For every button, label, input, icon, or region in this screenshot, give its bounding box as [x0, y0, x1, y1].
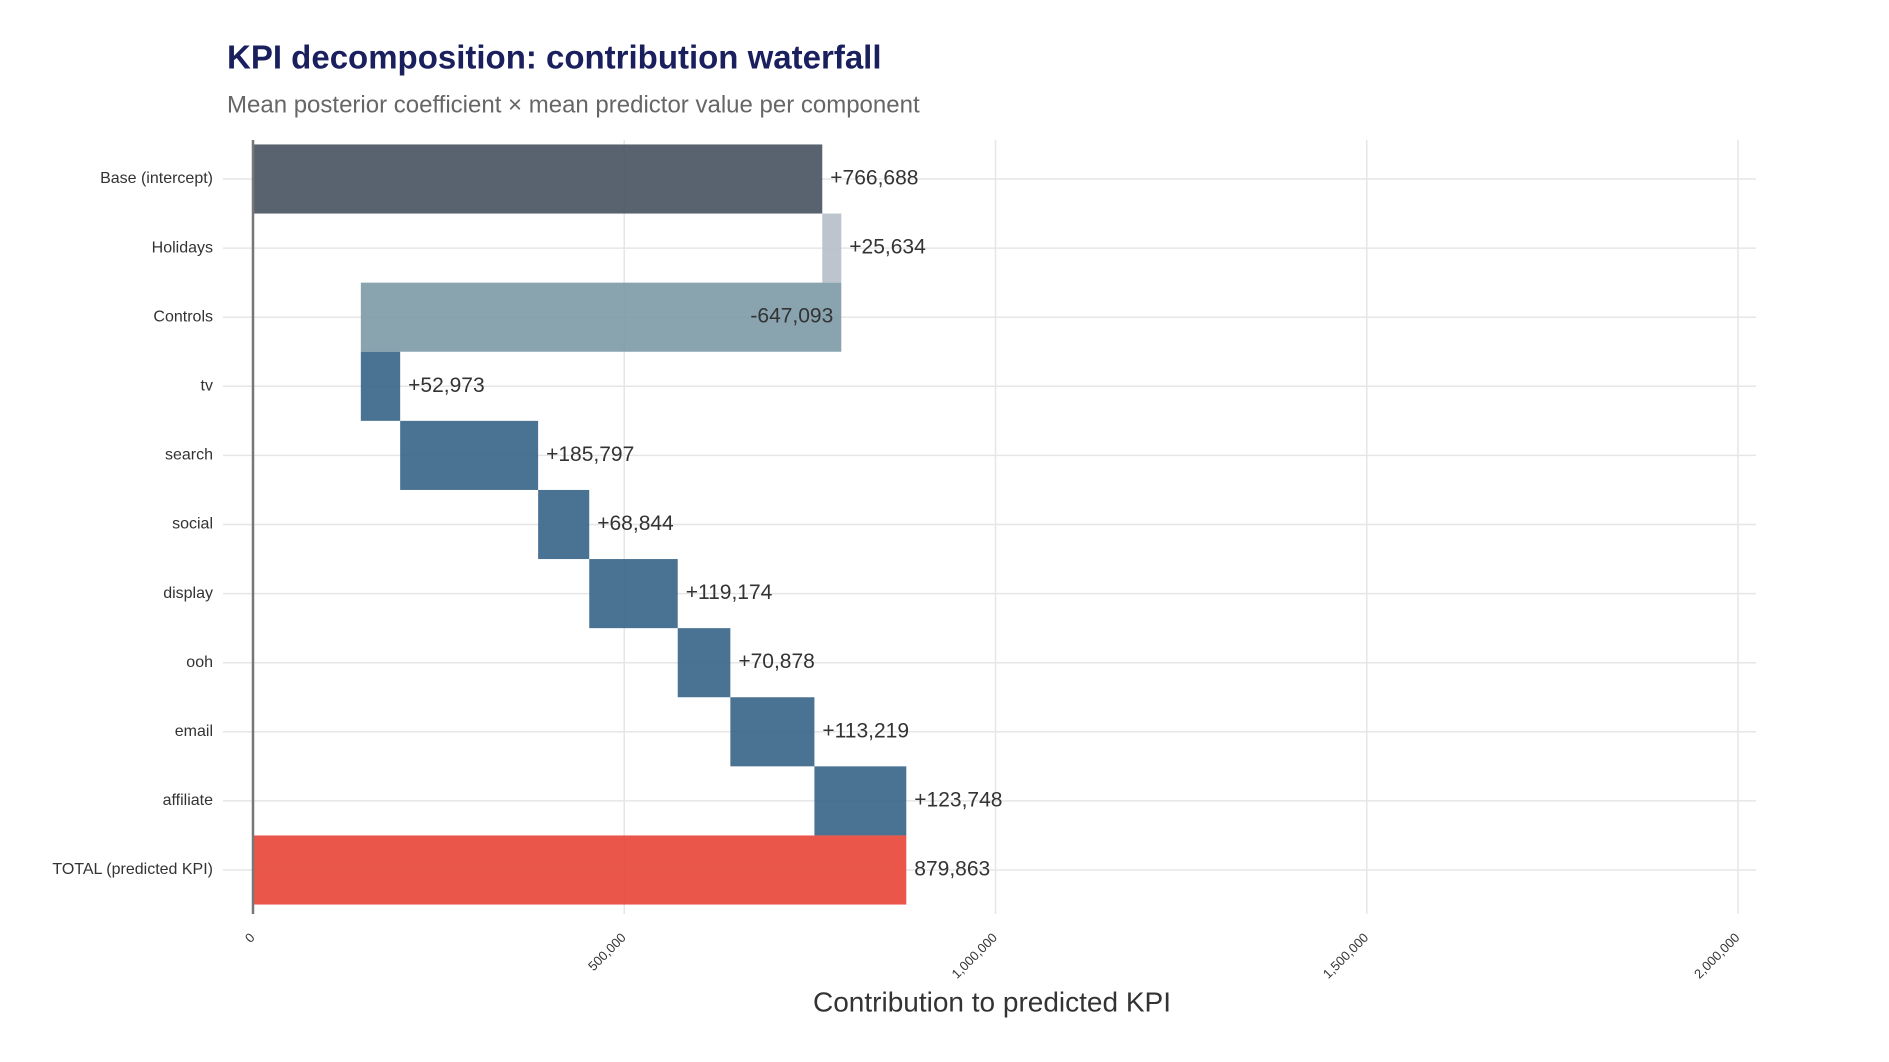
value-label: 879,863 [914, 858, 990, 881]
value-label: -647,093 [750, 305, 833, 328]
bar [360, 351, 401, 421]
chart-title: KPI decomposition: contribution waterfal… [227, 39, 882, 76]
y-tick-label: Holidays [152, 239, 213, 256]
y-tick-label: tv [201, 378, 213, 395]
bar [253, 144, 823, 214]
value-label: +766,688 [830, 167, 918, 190]
x-tick-label: 1,500,000 [1320, 930, 1372, 982]
y-tick-label: Base (intercept) [100, 170, 213, 187]
y-tick-label: ooh [186, 654, 213, 671]
value-label: +119,174 [686, 581, 773, 604]
chart-subtitle: Mean posterior coefficient × mean predic… [227, 91, 920, 118]
bar [730, 697, 815, 767]
bar [400, 420, 539, 490]
x-tick-label: 500,000 [585, 930, 629, 974]
value-label: +70,878 [738, 650, 815, 673]
x-tick-label: 2,000,000 [1691, 930, 1743, 982]
y-tick-label: social [172, 516, 213, 533]
bar [538, 489, 590, 560]
x-axis-label: Contribution to predicted KPI [813, 986, 1171, 1017]
y-tick-label: TOTAL (predicted KPI) [52, 861, 213, 878]
value-label: +25,634 [849, 236, 926, 259]
y-tick-label: affiliate [163, 792, 214, 809]
bar [814, 766, 907, 836]
y-tick-label: email [175, 723, 213, 740]
x-tick-label: 0 [242, 930, 258, 946]
y-tick-label: search [165, 447, 213, 464]
bar [589, 559, 678, 629]
value-label: +52,973 [408, 374, 485, 397]
value-label: +68,844 [597, 512, 674, 535]
value-label: +123,748 [914, 788, 1002, 811]
y-tick-label: Controls [153, 308, 213, 325]
bar [822, 213, 842, 283]
bar [677, 628, 731, 698]
x-tick-label: 1,000,000 [949, 930, 1001, 982]
value-label: +113,219 [822, 719, 909, 742]
bar [360, 282, 842, 352]
bar [253, 835, 907, 905]
y-tick-label: display [163, 585, 213, 602]
value-label: +185,797 [546, 443, 634, 466]
